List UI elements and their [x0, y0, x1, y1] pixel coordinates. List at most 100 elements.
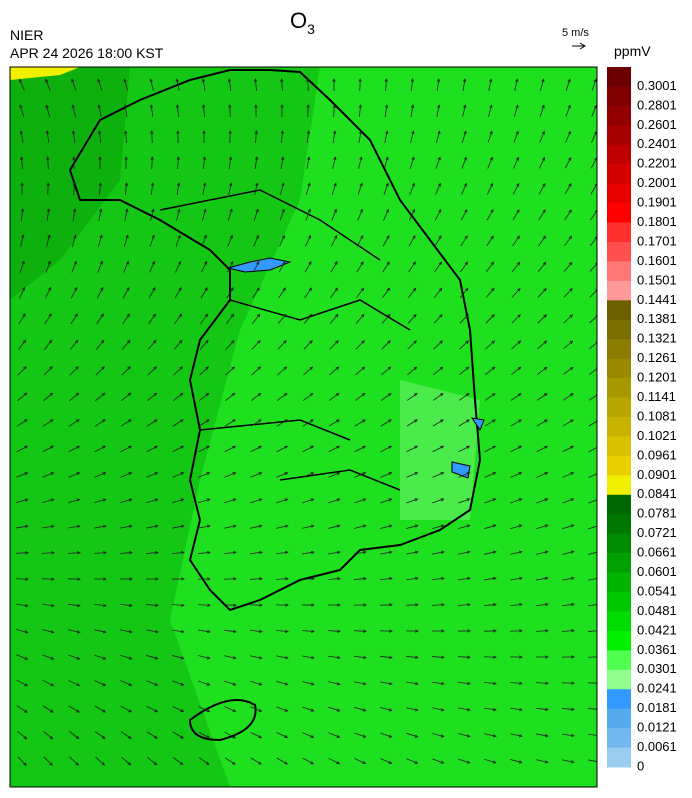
colorbar-label: 0.1801 [637, 214, 677, 229]
wind-arrow [17, 756, 27, 767]
colorbar-label: 0.0481 [637, 603, 677, 618]
wind-arrow [172, 680, 185, 686]
wind-arrow [436, 104, 441, 117]
wind-arrow [302, 757, 315, 765]
wind-arrow [146, 629, 159, 634]
wind-arrow [94, 498, 107, 504]
wind-arrow [510, 498, 523, 504]
wind-arrow [249, 577, 263, 581]
wind-arrow [303, 366, 314, 376]
wind-arrow [224, 472, 237, 478]
colorbar-unit: ppmV [614, 43, 651, 59]
wind-arrow [228, 182, 233, 195]
wind-arrow [278, 287, 286, 299]
wind-arrow [93, 577, 107, 581]
colorbar-bin [607, 572, 631, 593]
wind-arrow [540, 78, 545, 91]
wind-arrow [435, 182, 441, 195]
wind-arrow [587, 682, 597, 684]
wind-arrow [328, 681, 341, 686]
wind-arrow [276, 419, 288, 427]
wind-arrow [509, 629, 523, 633]
wind-arrow [250, 419, 262, 427]
wind-arrow [380, 758, 393, 764]
wind-arrow [278, 260, 286, 273]
wind-arrow [405, 603, 419, 607]
wind-arrow [42, 445, 55, 453]
wind-arrow [94, 705, 106, 713]
wind-arrow [17, 392, 28, 402]
wind-arrow [71, 260, 77, 273]
wind-arrow [405, 576, 419, 581]
wind-arrow [302, 498, 315, 504]
wind-arrow [15, 577, 29, 581]
wind-arrow [172, 655, 185, 660]
wind-arrow [123, 104, 128, 117]
wind-arrow [510, 550, 523, 555]
wind-arrow [512, 182, 520, 195]
wind-arrow [146, 498, 159, 504]
wind-arrow [564, 183, 572, 195]
wind-arrow [172, 445, 185, 453]
wind-arrow [42, 654, 55, 660]
wind-arrow [123, 78, 129, 91]
wind-arrow [224, 524, 237, 529]
wind-arrow [459, 287, 469, 298]
wind-arrow [380, 732, 393, 738]
wind-arrow [357, 208, 363, 221]
wind-arrow [17, 730, 28, 740]
colorbar-bin [607, 514, 631, 535]
wind-arrow [510, 707, 523, 712]
wind-arrow [97, 130, 102, 144]
wind-arrow [68, 603, 81, 608]
wind-arrow [302, 524, 315, 529]
colorbar-label: 0.1141 [637, 389, 676, 404]
wind-arrow [20, 156, 24, 170]
wind-arrow [119, 551, 133, 555]
colorbar-bin [607, 203, 631, 224]
wind-arrow [436, 78, 441, 92]
wind-arrow [408, 261, 416, 273]
wind-arrow [19, 104, 25, 117]
wind-arrow [253, 234, 259, 247]
wind-arrow [276, 706, 289, 712]
colorbar-bin [607, 339, 631, 360]
colorbar-bin [607, 378, 631, 399]
wind-arrow [513, 104, 519, 117]
wind-arrow [254, 104, 258, 118]
datetime: APR 24 2026 18:00 KST [10, 45, 164, 61]
wind-arrow [536, 733, 549, 738]
wind-arrow [20, 234, 25, 247]
colorbar-label: 0.1081 [637, 408, 677, 423]
wind-arrow [432, 732, 445, 738]
wind-arrow [536, 366, 548, 375]
wind-arrow [276, 757, 288, 765]
wind-arrow [197, 577, 211, 581]
wind-arrow [301, 577, 315, 581]
wind-arrow [484, 707, 497, 712]
wind-arrow [590, 236, 597, 246]
wind-arrow [484, 445, 497, 453]
wind-arrow [250, 550, 263, 555]
colorbar-bin [607, 533, 631, 554]
wind-arrow [199, 366, 210, 376]
wind-arrow [96, 313, 104, 325]
wind-arrow [484, 472, 497, 478]
wind-arrow [202, 156, 206, 170]
wind-arrow [198, 757, 210, 765]
wind-arrow [565, 130, 571, 143]
colorbar-label: 0.0121 [637, 720, 677, 735]
wind-arrow [224, 706, 237, 712]
wind-arrow [41, 577, 55, 581]
colorbar-bin [607, 436, 631, 457]
wind-arrow [588, 603, 597, 607]
wind-arrow [68, 524, 81, 529]
wind-arrow [146, 445, 159, 453]
wind-arrow [405, 655, 419, 659]
wind-arrow [487, 130, 493, 143]
wind-arrow [355, 313, 365, 324]
wind-arrow [484, 758, 497, 764]
wind-arrow [250, 472, 263, 478]
wind-arrow [302, 550, 315, 555]
